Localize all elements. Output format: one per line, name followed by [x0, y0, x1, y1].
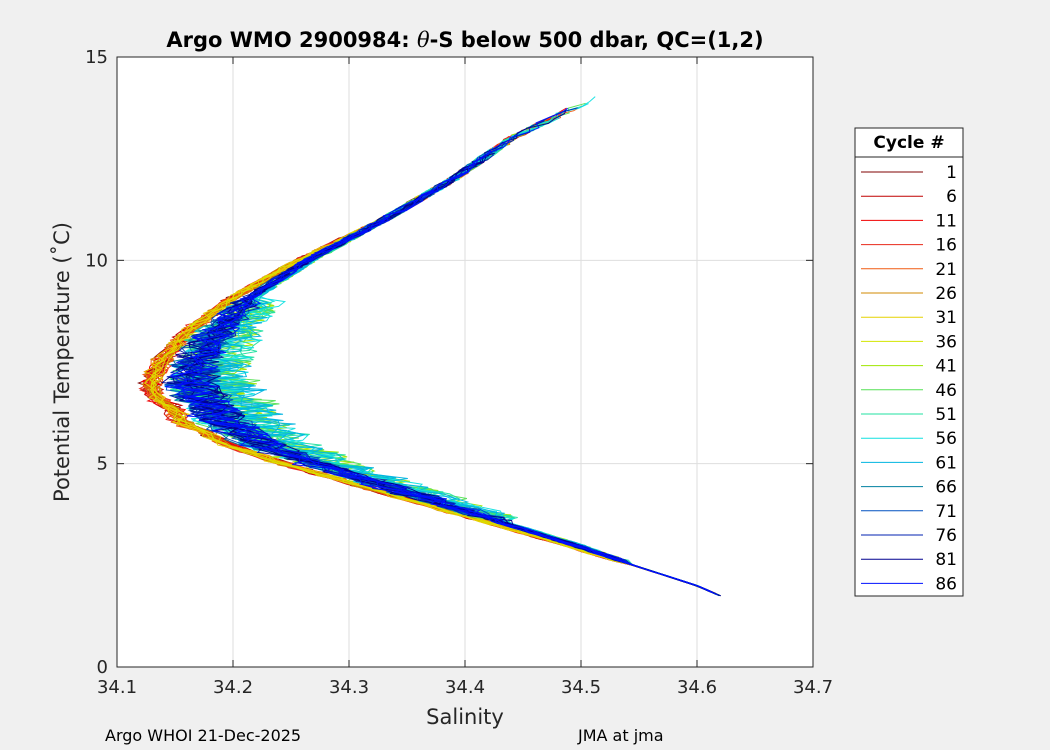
- y-tick-label: 0: [97, 657, 108, 678]
- x-tick-label: 34.3: [329, 677, 369, 698]
- grid-lines: [117, 57, 813, 667]
- x-tick-label: 34.2: [213, 677, 253, 698]
- x-tick-label: 34.4: [445, 677, 485, 698]
- legend-label: 66: [935, 478, 957, 498]
- legend-label: 61: [935, 453, 957, 473]
- legend-label: 21: [935, 260, 957, 280]
- title-prefix: Argo WMO 2900984:: [166, 28, 417, 52]
- legend-label: 81: [935, 550, 957, 570]
- legend-label: 51: [935, 405, 957, 425]
- y-tick-label: 10: [85, 250, 108, 271]
- x-tick-labels: 34.1 34.2 34.3 34.4 34.5 34.6 34.7: [97, 677, 833, 698]
- profile-line: [176, 156, 710, 592]
- profile-line: [144, 216, 714, 594]
- x-axis-label: Salinity: [426, 705, 504, 729]
- profile-line: [173, 230, 712, 593]
- legend-label: 26: [935, 284, 957, 304]
- legend-label: 1: [946, 163, 957, 183]
- x-tick-label: 34.1: [97, 677, 137, 698]
- legend-label: 76: [935, 526, 957, 546]
- legend-label: 16: [935, 236, 957, 256]
- legend-label: 31: [935, 308, 957, 328]
- legend-label: 86: [935, 574, 957, 594]
- title-suffix: -S below 500 dbar, QC=(1,2): [430, 28, 764, 52]
- legend-title: Cycle #: [873, 133, 944, 153]
- y-tick-label: 5: [97, 454, 108, 475]
- legend-label: 56: [935, 429, 957, 449]
- legend-label: 6: [946, 187, 957, 207]
- axis-ticks: [116, 56, 814, 668]
- x-tick-label: 34.6: [677, 677, 717, 698]
- legend-label: 11: [935, 211, 957, 231]
- legend-box: [854, 127, 964, 597]
- footer-left: Argo WHOI 21-Dec-2025: [105, 726, 301, 745]
- legend-label: 71: [935, 502, 957, 522]
- x-tick-label: 34.5: [561, 677, 601, 698]
- legend-label: 36: [935, 332, 957, 352]
- title-theta: θ: [417, 28, 430, 52]
- chart-title: Argo WMO 2900984: θ-S below 500 dbar, QC…: [166, 28, 763, 52]
- legend-label: 46: [935, 381, 957, 401]
- footer-right: JMA at jma: [577, 726, 664, 745]
- y-axis-label: Potential Temperature (˚C): [50, 222, 74, 502]
- legend-label: 41: [935, 357, 957, 377]
- y-tick-label: 15: [85, 47, 108, 68]
- profile-series: [137, 96, 722, 597]
- legend: Cycle # 16111621263136414651566166717681…: [854, 127, 964, 597]
- x-tick-label: 34.7: [793, 677, 833, 698]
- y-tick-labels: 0 5 10 15: [85, 47, 108, 678]
- profile-line: [164, 157, 711, 593]
